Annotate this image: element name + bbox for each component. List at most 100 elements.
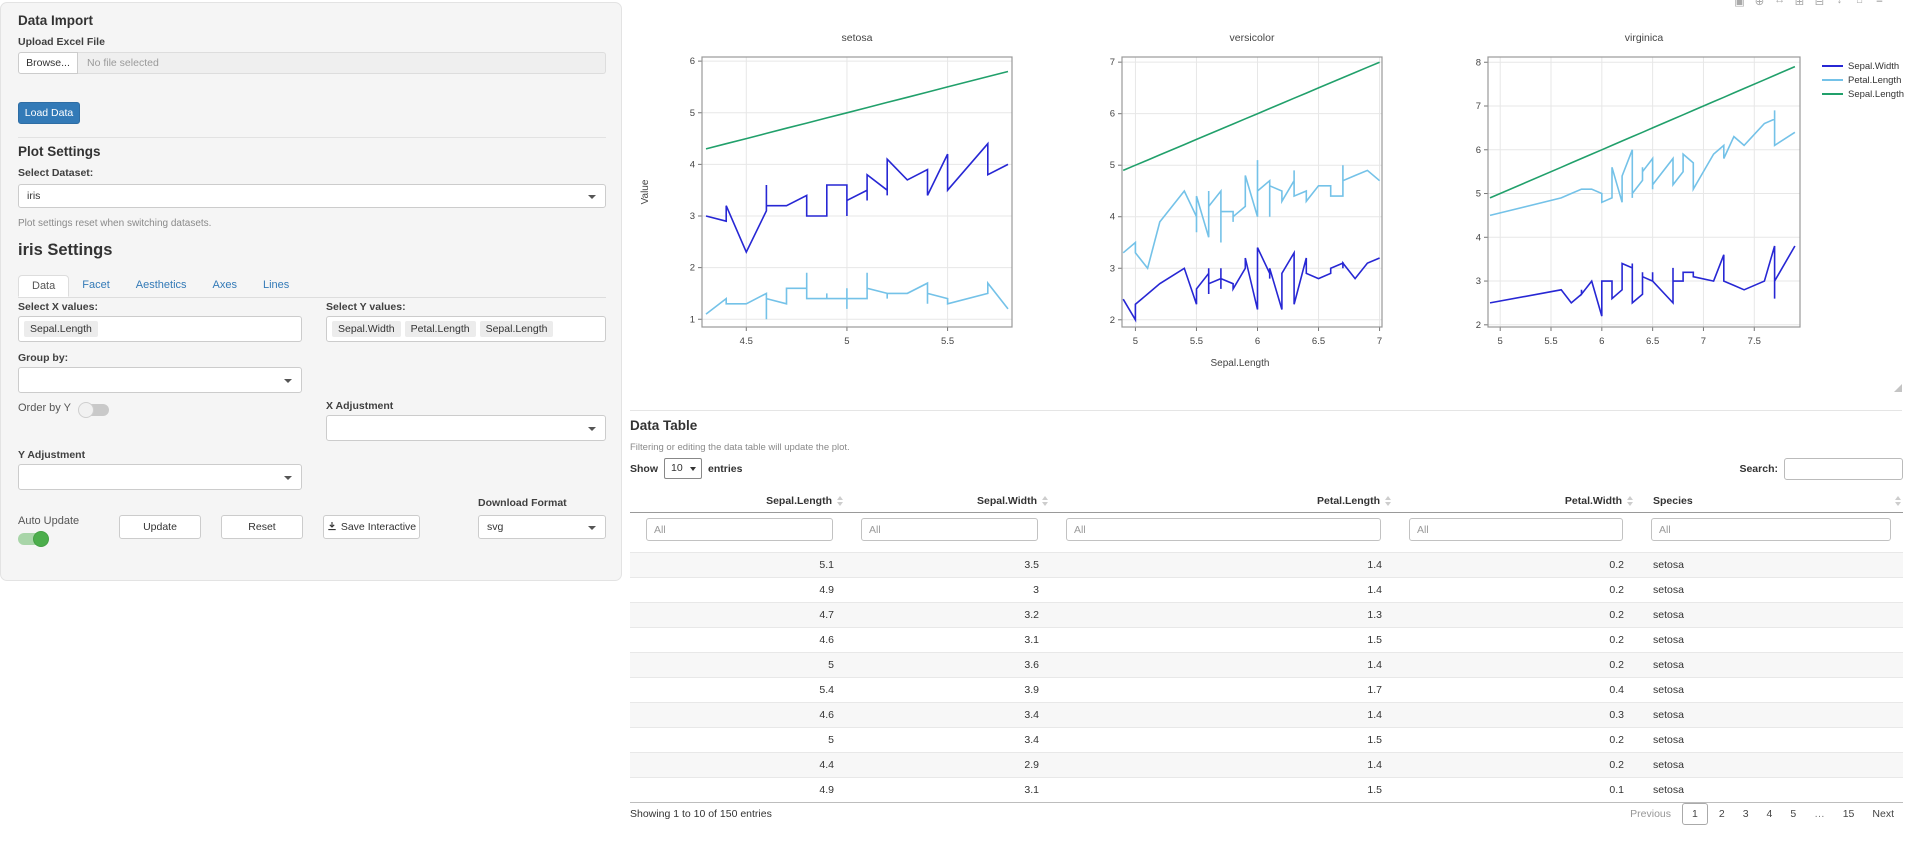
table-cell[interactable]: 1.4: [1367, 584, 1382, 596]
facet-panel[interactable]: [1487, 56, 1801, 328]
table-cell[interactable]: 3.5: [1024, 559, 1039, 571]
table-row[interactable]: 5 3.4 1.5 0.2 setosa: [630, 727, 1903, 752]
series-line-sepal-width[interactable]: [1489, 245, 1796, 317]
table-cell[interactable]: setosa: [1653, 734, 1684, 746]
table-cell[interactable]: 5: [828, 659, 834, 671]
column-header[interactable]: Petal.Length: [1050, 490, 1393, 512]
selected-value-chip[interactable]: Petal.Length: [404, 321, 476, 337]
pagination-page[interactable]: 3: [1742, 808, 1749, 820]
table-cell[interactable]: 5: [828, 734, 834, 746]
reset-button[interactable]: Reset: [221, 515, 303, 539]
series-line-petal-length[interactable]: [1489, 110, 1796, 217]
pagination-page[interactable]: 5: [1790, 808, 1797, 820]
table-row[interactable]: 4.9 3.1 1.5 0.1 setosa: [630, 777, 1903, 802]
series-line-petal-length[interactable]: [1122, 160, 1381, 271]
table-cell[interactable]: setosa: [1653, 659, 1684, 671]
dataset-select[interactable]: iris: [18, 184, 606, 208]
table-cell[interactable]: setosa: [1653, 759, 1684, 771]
table-cell[interactable]: 3.4: [1024, 734, 1039, 746]
column-header[interactable]: Sepal.Length: [630, 490, 845, 512]
table-cell[interactable]: 3.4: [1024, 709, 1039, 721]
pan-icon[interactable]: ↔: [1773, 0, 1786, 6]
zoom-in-icon[interactable]: ⊞: [1794, 0, 1805, 8]
download-format-select[interactable]: svg: [478, 515, 606, 539]
selected-value-chip[interactable]: Sepal.Length: [479, 321, 554, 337]
table-cell[interactable]: setosa: [1653, 709, 1684, 721]
column-filter-input[interactable]: [1651, 518, 1891, 541]
tab-axes[interactable]: Axes: [212, 279, 237, 291]
resize-grip-icon[interactable]: [1894, 384, 1902, 392]
column-filter-input[interactable]: [861, 518, 1038, 541]
series-line-sepal-width[interactable]: [705, 141, 1009, 255]
table-cell[interactable]: 0.2: [1609, 559, 1624, 571]
zoom-out-icon[interactable]: ⊟: [1814, 0, 1825, 8]
table-cell[interactable]: 3.1: [1024, 634, 1039, 646]
y-adjustment-select[interactable]: [18, 464, 302, 490]
series-line-sepal-length[interactable]: [1489, 65, 1796, 199]
column-filter-input[interactable]: [646, 518, 833, 541]
selected-value-chip[interactable]: Sepal.Length: [24, 321, 98, 337]
sort-icon[interactable]: [1042, 496, 1048, 506]
table-row[interactable]: 5 3.6 1.4 0.2 setosa: [630, 652, 1903, 677]
column-header[interactable]: Sepal.Width: [845, 490, 1050, 512]
search-input[interactable]: [1784, 458, 1903, 480]
table-cell[interactable]: setosa: [1653, 559, 1684, 571]
series-line-sepal-length[interactable]: [1122, 61, 1380, 172]
table-cell[interactable]: 5.1: [819, 559, 834, 571]
tab-lines[interactable]: Lines: [262, 279, 290, 291]
table-cell[interactable]: 5.4: [819, 684, 834, 696]
table-cell[interactable]: 2.9: [1024, 759, 1039, 771]
series-line-petal-length[interactable]: [705, 272, 1009, 320]
table-cell[interactable]: 1.5: [1367, 634, 1382, 646]
table-cell[interactable]: 1.4: [1367, 659, 1382, 671]
column-filter-input[interactable]: [1066, 518, 1381, 541]
tab-aesthetics[interactable]: Aesthetics: [135, 279, 187, 291]
legend-label[interactable]: Sepal.Width: [1848, 61, 1899, 72]
table-cell[interactable]: setosa: [1653, 609, 1684, 621]
facet-panel[interactable]: [701, 56, 1013, 328]
series-line-sepal-width[interactable]: [1122, 247, 1380, 323]
load-data-button[interactable]: Load Data: [18, 102, 80, 124]
table-cell[interactable]: 3.1: [1024, 784, 1039, 796]
save-interactive-button[interactable]: Save Interactive: [323, 515, 420, 539]
legend-label[interactable]: Petal.Length: [1848, 75, 1901, 86]
pagination-page[interactable]: 2: [1718, 808, 1725, 820]
table-row[interactable]: 4.7 3.2 1.3 0.2 setosa: [630, 602, 1903, 627]
auto-update-toggle[interactable]: [18, 531, 49, 547]
table-cell[interactable]: 1.4: [1367, 709, 1382, 721]
legend-label[interactable]: Sepal.Length: [1848, 89, 1904, 100]
group-by-select[interactable]: [18, 367, 302, 393]
table-cell[interactable]: 1.4: [1367, 759, 1382, 771]
table-cell[interactable]: 3.9: [1024, 684, 1039, 696]
x-adjustment-select[interactable]: [326, 415, 606, 441]
table-cell[interactable]: 4.4: [819, 759, 834, 771]
page-length-select[interactable]: 10: [664, 458, 702, 479]
sort-icon[interactable]: [1627, 496, 1633, 506]
tab-facet[interactable]: Facet: [82, 279, 110, 291]
sort-icon[interactable]: [837, 496, 843, 506]
table-cell[interactable]: 3.2: [1024, 609, 1039, 621]
table-cell[interactable]: 3: [1033, 584, 1039, 596]
autoscale-icon[interactable]: ↕: [1836, 0, 1843, 6]
table-cell[interactable]: 1.3: [1367, 609, 1382, 621]
table-cell[interactable]: 0.1: [1609, 784, 1624, 796]
table-cell[interactable]: 1.7: [1367, 684, 1382, 696]
table-cell[interactable]: 1.5: [1367, 784, 1382, 796]
table-cell[interactable]: 0.4: [1609, 684, 1624, 696]
table-cell[interactable]: 3.6: [1024, 659, 1039, 671]
pagination-page-active[interactable]: 1: [1682, 803, 1708, 825]
table-row[interactable]: 5.4 3.9 1.7 0.4 setosa: [630, 677, 1903, 702]
table-row[interactable]: 4.6 3.4 1.4 0.3 setosa: [630, 702, 1903, 727]
table-cell[interactable]: 0.2: [1609, 659, 1624, 671]
table-cell[interactable]: 4.9: [819, 784, 834, 796]
table-cell[interactable]: setosa: [1653, 684, 1684, 696]
table-cell[interactable]: 1.4: [1367, 559, 1382, 571]
table-cell[interactable]: 4.6: [819, 709, 834, 721]
column-filter-input[interactable]: [1409, 518, 1623, 541]
table-cell[interactable]: 1.5: [1367, 734, 1382, 746]
table-cell[interactable]: 0.2: [1609, 634, 1624, 646]
order-by-y-toggle[interactable]: [78, 402, 109, 418]
series-line-sepal-length[interactable]: [705, 70, 1009, 150]
table-row[interactable]: 4.6 3.1 1.5 0.2 setosa: [630, 627, 1903, 652]
table-row[interactable]: 4.9 3 1.4 0.2 setosa: [630, 577, 1903, 602]
